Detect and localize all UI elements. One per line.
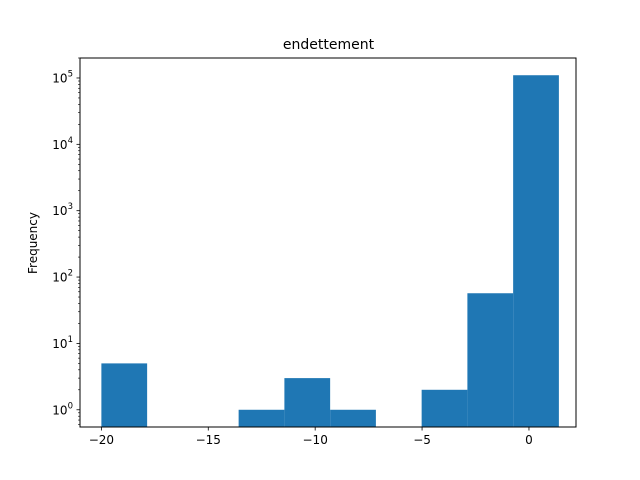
y-axis-label: Frequency <box>26 212 40 274</box>
y-tick-label-0: 100 <box>52 401 73 417</box>
y-axis-ticks: 100 101 102 103 104 105 <box>52 57 80 425</box>
bars-group <box>101 75 559 427</box>
histogram-bar-8 <box>467 293 514 427</box>
x-axis-ticks: −20 −15 −10 −5 0 <box>89 427 533 447</box>
chart-title: endettement <box>283 37 375 53</box>
plot-frame <box>79 57 577 428</box>
y-tick-label-1: 101 <box>52 335 73 351</box>
histogram-bar-5 <box>330 409 376 427</box>
x-tick-label-1: −15 <box>196 433 221 447</box>
histogram-bar-9 <box>513 75 559 427</box>
y-tick-label-3: 103 <box>52 202 73 218</box>
x-tick-label-2: −10 <box>303 433 328 447</box>
histogram-bar-7 <box>421 389 468 427</box>
y-tick-label-5: 105 <box>52 69 73 85</box>
histogram-bar-4 <box>284 378 331 427</box>
y-tick-label-4: 104 <box>52 136 73 152</box>
y-tick-label-2: 102 <box>52 269 73 285</box>
histogram-bar-3 <box>238 409 285 427</box>
histogram-bar-0 <box>101 363 148 427</box>
x-tick-label-0: −20 <box>89 433 114 447</box>
x-tick-label-4: 0 <box>525 433 533 447</box>
x-tick-label-3: −5 <box>413 433 431 447</box>
